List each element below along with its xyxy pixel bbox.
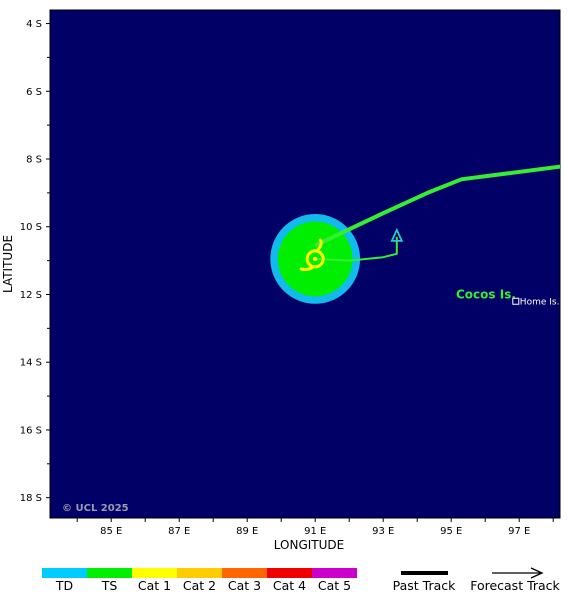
lon-tick-label: 95 E [440, 526, 462, 537]
home-island-marker-icon [512, 297, 520, 305]
legend-label-cat-4: Cat 4 [273, 578, 306, 593]
cyclone-symbol-icon [299, 238, 325, 272]
legend-label-ts: TS [101, 578, 118, 593]
lat-tick-label: 16 S [20, 425, 42, 436]
latitude-labels: 4 S 6 S 8 S 10 S 12 S 14 S 16 S 18 S [20, 19, 42, 504]
x-axis-title: LONGITUDE [274, 538, 344, 552]
legend-label-cat-2: Cat 2 [183, 578, 216, 593]
lon-tick-label: 87 E [168, 526, 190, 537]
legend-swatch-td [42, 568, 87, 578]
cyclone-symbol-arm-bottom [299, 265, 315, 272]
home-island-label: Home Is. [520, 297, 560, 307]
legend-label-cat-3: Cat 3 [228, 578, 261, 593]
forecast-arrowhead [390, 227, 404, 242]
legend-swatch-cat-3 [222, 568, 267, 578]
lat-tick-label: 10 S [20, 222, 42, 233]
legend-swatch-cat-1 [132, 568, 177, 578]
legend-swatch-cat-5 [312, 568, 357, 578]
cyclone-symbol-arm-top [315, 238, 323, 253]
legend-label-cat-5: Cat 5 [318, 578, 351, 593]
past-track-line [314, 164, 560, 248]
forecast-track-line [315, 236, 398, 262]
lat-tick-label: 8 S [26, 155, 42, 166]
lat-tick-label: 14 S [20, 358, 42, 369]
lon-tick-label: 89 E [236, 526, 258, 537]
lon-tick-label: 91 E [304, 526, 326, 537]
forecast-track-legend-label: Forecast Track [470, 578, 560, 593]
lon-tick-label: 97 E [508, 526, 530, 537]
legend-swatch-ts [87, 568, 132, 578]
lat-tick-label: 4 S [26, 19, 42, 30]
axis-ticks [46, 23, 554, 522]
lat-tick-label: 12 S [20, 290, 42, 301]
lat-tick-label: 18 S [20, 493, 42, 504]
cocos-islands-label: Cocos Is. [456, 287, 516, 301]
lon-tick-label: 93 E [372, 526, 394, 537]
longitude-labels: 85 E 87 E 89 E 91 E 93 E 95 E 97 E [100, 526, 530, 537]
past-track-legend-label: Past Track [393, 578, 456, 593]
legend-swatch-cat-4 [267, 568, 312, 578]
intensity-legend: TD TS Cat 1 Cat 2 Cat 3 Cat 4 Cat 5 [42, 568, 357, 593]
cyclone-symbol-ring [305, 249, 325, 269]
legend-label-cat-1: Cat 1 [138, 578, 171, 593]
y-axis-title: LATITUDE [1, 235, 15, 293]
legend-swatch-cat-2 [177, 568, 222, 578]
legend-label-td: TD [55, 578, 73, 593]
forecast-track-legend-arrow-icon [530, 567, 544, 579]
lat-tick-label: 6 S [26, 87, 42, 98]
copyright-notice: © UCL 2025 [62, 503, 129, 514]
cyclone-symbol-eye [313, 256, 318, 262]
lon-tick-label: 85 E [100, 526, 122, 537]
